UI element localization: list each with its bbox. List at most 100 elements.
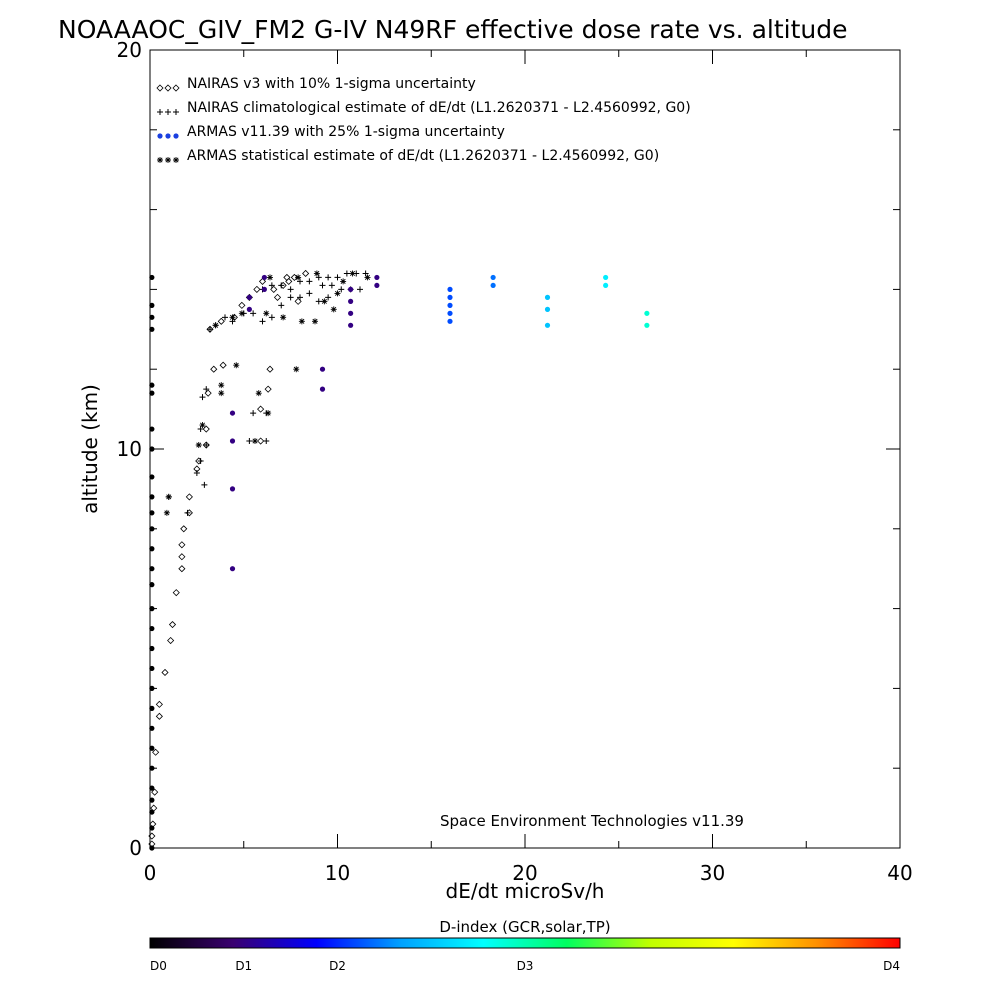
legend-marker	[164, 84, 172, 92]
legend-entry: ARMAS v11.39 with 25% 1-sigma uncertaint…	[157, 124, 505, 140]
asterisk-point	[298, 318, 305, 325]
asterisk-point	[293, 366, 300, 373]
legend-marker	[156, 84, 164, 92]
colorbar-label: D3	[517, 959, 534, 973]
axis-ticks	[149, 49, 901, 849]
plus-point	[259, 318, 266, 325]
asterisk-point	[195, 442, 202, 449]
legend-marker	[173, 157, 179, 163]
diamond-point	[152, 748, 160, 756]
colorbar-labels: D0 D1 D2 D3 D4	[150, 959, 900, 973]
dot-point	[544, 322, 551, 328]
legend-marker	[165, 133, 171, 139]
diamond-point	[168, 620, 177, 629]
legend-entry: ARMAS statistical estimate of dE/dt (L1.…	[157, 148, 659, 164]
legend-marker	[165, 109, 171, 115]
asterisk-point	[334, 290, 341, 297]
asterisk-point	[199, 422, 206, 429]
legend-marker	[165, 157, 171, 163]
colorbar-title: D-index (GCR,solar,TP)	[439, 918, 610, 936]
dot-point	[348, 310, 354, 316]
plus-point	[222, 314, 228, 321]
plus-point	[334, 274, 341, 281]
colorbar-label: D0	[150, 959, 167, 973]
asterisk-point	[165, 493, 172, 500]
dot-point	[149, 809, 155, 815]
dot-point	[447, 294, 453, 300]
diamond-point	[151, 788, 159, 796]
dot-point	[447, 302, 453, 308]
plus-point	[203, 442, 210, 449]
diamond-point	[238, 301, 246, 309]
dot-point	[149, 494, 155, 500]
plus-point	[297, 294, 303, 301]
dot-point	[149, 446, 155, 452]
plus-point	[325, 274, 332, 281]
dot-point	[149, 382, 155, 388]
diamond-point	[266, 365, 274, 373]
legend-marker	[157, 133, 163, 139]
asterisk-point	[255, 390, 262, 397]
dot-point	[149, 845, 155, 851]
diamond-point	[283, 273, 291, 281]
dot-point	[149, 510, 155, 516]
dot-point	[149, 797, 155, 803]
dot-point	[261, 286, 267, 292]
dot-point	[319, 386, 326, 392]
dot-point	[348, 298, 354, 304]
diamond-point	[219, 361, 227, 369]
legend-entry: NAIRAS climatological estimate of dE/dt …	[157, 100, 691, 116]
dot-point	[229, 438, 236, 444]
asterisk-point	[364, 274, 371, 281]
plus-point	[319, 282, 326, 289]
dot-point	[149, 566, 155, 572]
chart-annotation: Space Environment Technologies v11.39	[440, 812, 744, 830]
series-plus	[165, 270, 369, 516]
dot-point	[149, 685, 155, 692]
dot-point	[229, 486, 236, 492]
dot-point	[149, 426, 155, 432]
legend-label: NAIRAS climatological estimate of dE/dt …	[187, 100, 691, 116]
diamond-point	[185, 493, 193, 501]
dot-point	[149, 705, 155, 711]
asterisk-point	[295, 274, 302, 281]
dot-point	[374, 282, 380, 289]
plot-frame	[149, 49, 901, 849]
asterisk-point	[313, 270, 320, 277]
diamond-point	[257, 405, 265, 413]
plus-point	[328, 282, 335, 289]
colorbar	[149, 937, 901, 949]
legend-label: NAIRAS v3 with 10% 1-sigma uncertainty	[187, 76, 476, 92]
dot-point	[644, 310, 650, 316]
dot-point	[603, 282, 609, 289]
diamond-point	[290, 273, 298, 281]
diamond-point	[178, 553, 186, 561]
dot-point	[544, 294, 551, 300]
x-axis-label: dE/dt microSv/h	[446, 879, 605, 903]
plus-point	[250, 410, 257, 417]
plus-point	[263, 438, 270, 445]
plus-point	[287, 294, 294, 301]
y-tick-label: 10	[117, 437, 142, 461]
y-tick-label: 0	[129, 836, 142, 860]
diamond-point	[257, 437, 265, 445]
legend-marker-plus	[157, 109, 179, 115]
y-tick-label: 20	[117, 38, 142, 62]
plus-point	[207, 326, 213, 333]
dot-point	[447, 310, 453, 316]
diamond-point	[155, 700, 163, 708]
plus-point	[306, 290, 313, 297]
dot-point	[447, 318, 453, 324]
diamond-point	[180, 525, 188, 533]
dot-point	[490, 282, 496, 289]
legend-entry: NAIRAS v3 with 10% 1-sigma uncertainty	[156, 76, 476, 92]
plus-point	[199, 394, 206, 401]
asterisk-point	[218, 390, 225, 397]
y-axis-label: altitude (km)	[78, 384, 102, 514]
dot-point	[149, 274, 155, 281]
diamond-point	[178, 565, 186, 573]
plus-point	[325, 294, 332, 301]
series-diamond	[148, 269, 310, 848]
diamond-point	[172, 589, 180, 597]
